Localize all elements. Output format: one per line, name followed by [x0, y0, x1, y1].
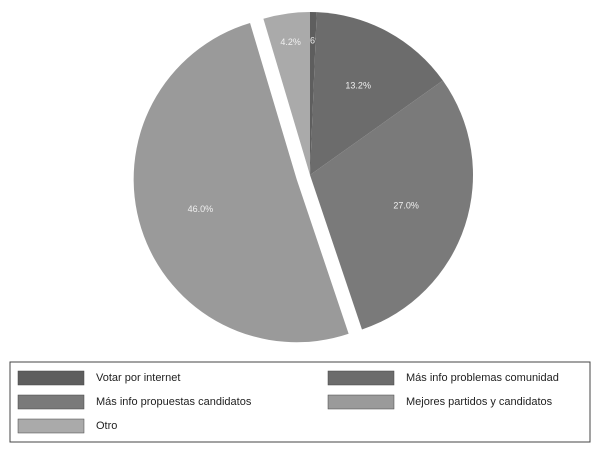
legend-swatch — [17, 394, 85, 410]
legend-label: Más info problemas comunidad — [406, 372, 559, 384]
legend-label: Más info propuestas candidatos — [96, 396, 252, 408]
pie-slice — [310, 80, 473, 330]
legend-label: Mejores partidos y candidatos — [406, 396, 553, 408]
pie-slice — [263, 12, 310, 175]
legend-box — [9, 361, 591, 443]
pie-slice — [310, 12, 443, 175]
legend-label: Votar por internet — [96, 372, 180, 384]
data-label: 27.0% — [393, 201, 419, 211]
pie-slice — [133, 23, 349, 343]
legend-swatch — [327, 370, 395, 386]
legend-swatch — [327, 394, 395, 410]
data-label: 0.6% — [303, 36, 324, 46]
legend-swatch — [17, 418, 85, 434]
pie-slice — [310, 12, 317, 175]
legend-label: Otro — [96, 420, 117, 432]
legend-swatch — [17, 370, 85, 386]
data-label: 46.0% — [188, 204, 214, 214]
data-label: 13.2% — [345, 81, 371, 91]
data-label: 4.2% — [280, 37, 301, 47]
